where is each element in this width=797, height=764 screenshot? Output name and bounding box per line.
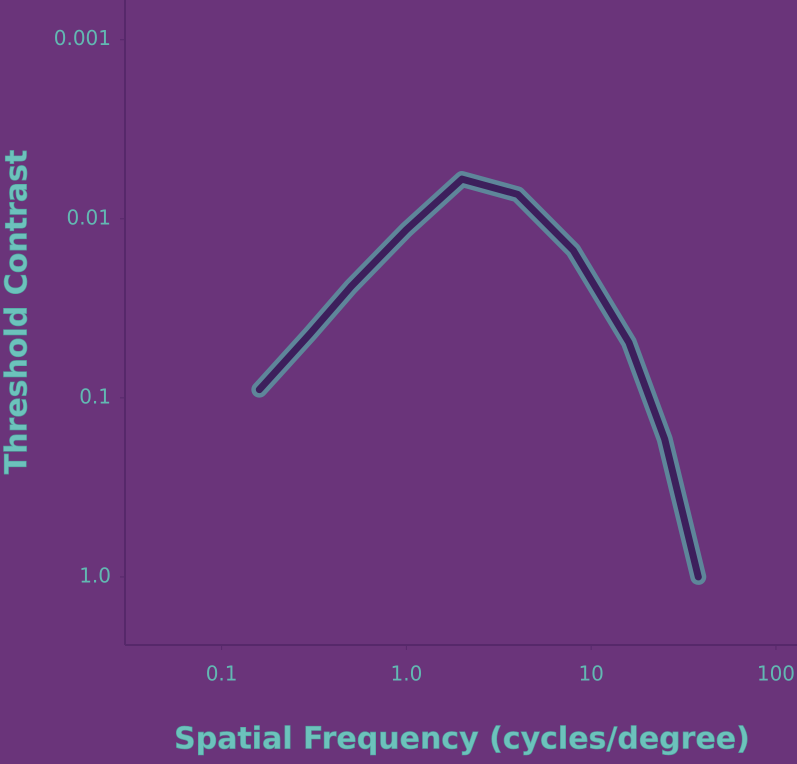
x-tick-label: 0.1 — [206, 662, 238, 686]
y-axis-title: Threshold Contrast — [0, 150, 35, 475]
y-tick-label: 0.1 — [79, 384, 111, 408]
x-tick-label: 10 — [578, 662, 603, 686]
x-tick-label: 100 — [757, 662, 795, 686]
x-axis-title: Spatial Frequency (cycles/degree) — [174, 722, 750, 757]
x-tick-label: 1.0 — [390, 662, 422, 686]
y-tick-label: 1.0 — [79, 563, 111, 587]
y-tick-label: 0.001 — [54, 26, 111, 50]
y-tick-label: 0.01 — [66, 205, 111, 229]
line — [255, 175, 702, 581]
